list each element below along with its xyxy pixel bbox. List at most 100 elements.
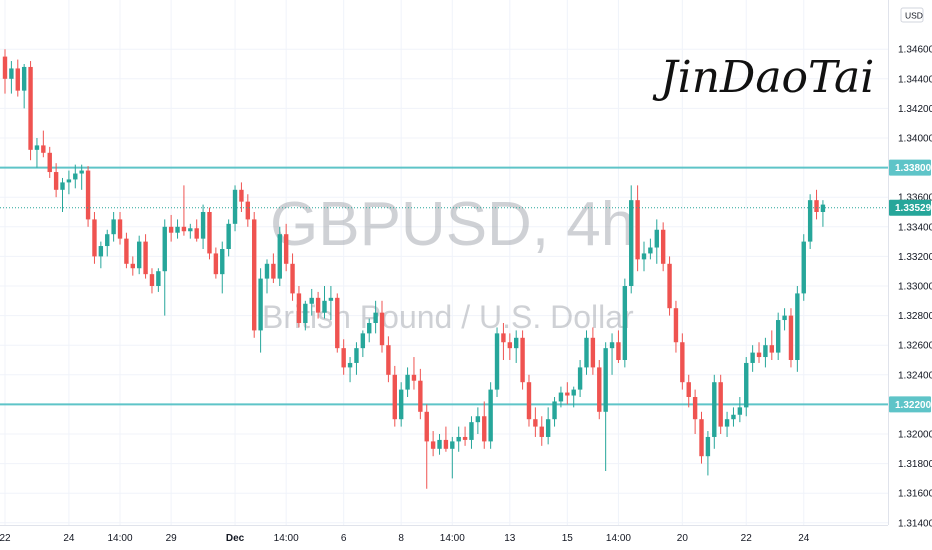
candle[interactable] (386, 336, 391, 383)
time-axis[interactable]: 22 24 14:00 29 Dec 14:00 6 8 14:00 13 15 14:00 20 22 2… (0, 525, 888, 545)
candle[interactable] (188, 223, 193, 239)
candle[interactable] (660, 222, 666, 272)
candle[interactable] (296, 286, 302, 328)
candle[interactable] (411, 357, 417, 390)
candle[interactable] (737, 397, 743, 423)
candle[interactable] (367, 318, 372, 343)
candle[interactable] (462, 426, 468, 446)
candle[interactable] (718, 374, 723, 434)
candle[interactable] (545, 407, 551, 445)
candle[interactable] (373, 300, 378, 334)
candle[interactable] (629, 185, 634, 294)
candle[interactable] (475, 407, 481, 434)
candle[interactable] (692, 389, 698, 434)
candle[interactable] (712, 374, 717, 449)
candles[interactable] (2, 49, 826, 489)
candle[interactable] (609, 333, 615, 375)
candle[interactable] (654, 219, 659, 264)
candle[interactable] (53, 163, 59, 198)
candle[interactable] (309, 288, 314, 316)
candle[interactable] (277, 226, 282, 286)
candle[interactable] (437, 434, 442, 455)
candle[interactable] (577, 360, 583, 397)
candle[interactable] (60, 177, 65, 212)
candle[interactable] (283, 223, 289, 272)
candle[interactable] (807, 194, 813, 249)
candle[interactable] (149, 268, 155, 294)
candle[interactable] (430, 431, 436, 457)
candle[interactable] (34, 138, 40, 168)
candle[interactable] (181, 185, 187, 236)
candle[interactable] (200, 204, 206, 249)
candle[interactable] (520, 330, 525, 390)
candle[interactable] (245, 194, 251, 227)
candle[interactable] (398, 382, 404, 427)
candle[interactable] (73, 164, 78, 189)
candle[interactable] (328, 286, 334, 321)
candle[interactable] (15, 59, 20, 97)
candle[interactable] (21, 64, 27, 109)
candle[interactable] (220, 241, 225, 294)
candle[interactable] (271, 253, 276, 284)
candle[interactable] (47, 146, 52, 178)
candle[interactable] (443, 426, 449, 452)
candle[interactable] (347, 357, 353, 383)
candle[interactable] (226, 219, 231, 257)
candle[interactable] (341, 339, 346, 375)
candle[interactable] (315, 291, 321, 319)
candle[interactable] (724, 411, 730, 437)
candle[interactable] (705, 431, 711, 476)
candle[interactable] (424, 404, 429, 489)
candle[interactable] (494, 327, 500, 397)
candle[interactable] (303, 300, 308, 331)
candle[interactable] (117, 212, 123, 245)
candle[interactable] (450, 436, 455, 479)
candle[interactable] (539, 416, 544, 446)
candle[interactable] (533, 407, 538, 437)
candle[interactable] (322, 286, 327, 319)
candle[interactable] (482, 401, 487, 449)
currency-button[interactable]: USD (900, 7, 924, 23)
candle[interactable] (814, 189, 819, 220)
candle[interactable] (686, 374, 691, 408)
candle[interactable] (392, 365, 397, 427)
candle[interactable] (552, 397, 557, 427)
candle[interactable] (501, 323, 506, 360)
candle[interactable] (252, 212, 257, 338)
candle[interactable] (756, 342, 762, 363)
candle[interactable] (156, 268, 161, 292)
candle[interactable] (667, 256, 672, 316)
candle[interactable] (405, 367, 410, 397)
candle[interactable] (360, 330, 366, 358)
candle[interactable] (699, 411, 704, 464)
candle[interactable] (28, 61, 33, 161)
candle[interactable] (648, 238, 653, 260)
candle[interactable] (207, 207, 212, 260)
candle[interactable] (335, 293, 340, 353)
candle[interactable] (635, 185, 640, 272)
candle[interactable] (622, 278, 628, 368)
candle[interactable] (258, 268, 263, 353)
candle[interactable] (597, 360, 602, 420)
candle[interactable] (673, 300, 679, 353)
candle[interactable] (162, 219, 167, 316)
candle[interactable] (584, 330, 589, 375)
candle[interactable] (514, 330, 519, 363)
candle[interactable] (175, 219, 180, 239)
candle[interactable] (92, 212, 97, 264)
candle[interactable] (680, 333, 685, 390)
candle[interactable] (124, 232, 129, 269)
candle[interactable] (565, 382, 570, 405)
candle[interactable] (290, 253, 295, 301)
candle[interactable] (130, 256, 135, 276)
candle[interactable] (194, 219, 199, 242)
candle[interactable] (456, 426, 461, 452)
candle[interactable] (136, 235, 142, 275)
candle[interactable] (616, 330, 621, 363)
candle[interactable] (143, 234, 148, 279)
candle[interactable] (731, 407, 736, 427)
candle[interactable] (66, 170, 72, 195)
candle[interactable] (763, 337, 768, 368)
candle[interactable] (744, 357, 749, 417)
